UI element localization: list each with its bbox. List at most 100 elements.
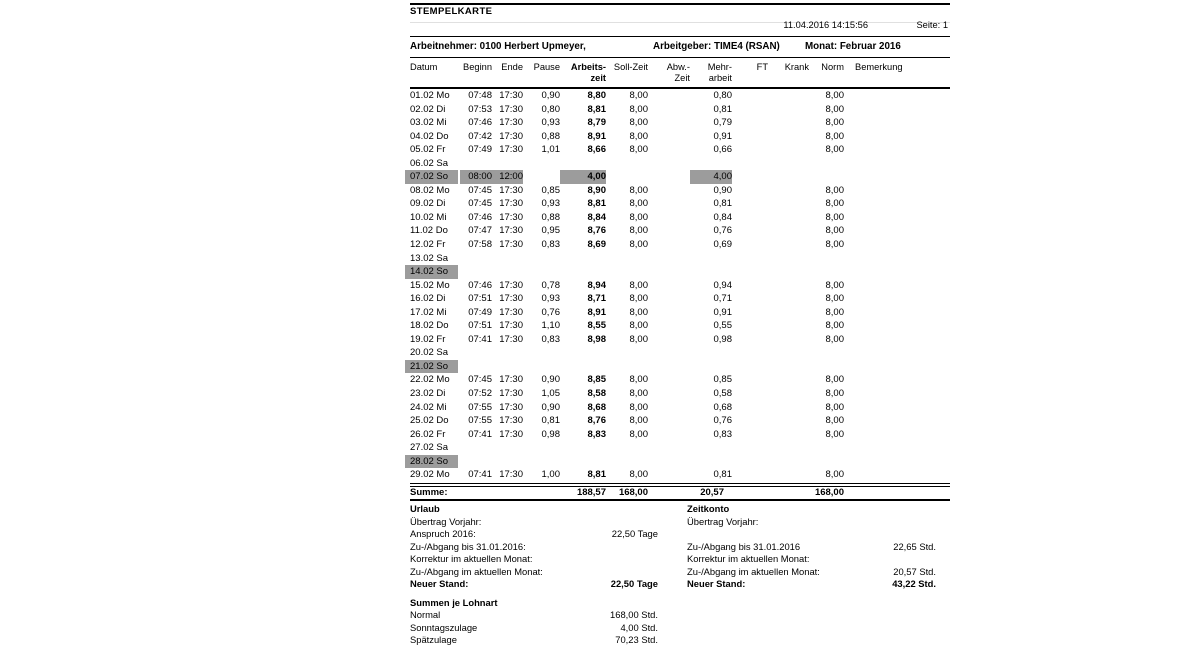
cell-beginn: 07:55 bbox=[468, 415, 492, 427]
cell-krank bbox=[768, 238, 809, 252]
cell-bemerkung bbox=[844, 197, 950, 211]
cell-ende: 17:30 bbox=[499, 239, 523, 251]
cell-sollzeit: 8,00 bbox=[629, 225, 649, 237]
cell-datum: 22.02 Mo bbox=[410, 374, 450, 386]
cell-sollzeit: 8,00 bbox=[629, 211, 649, 223]
cell-sollzeit bbox=[606, 360, 648, 374]
lohnart-label: Normal bbox=[410, 609, 441, 621]
cell-ft bbox=[732, 360, 768, 374]
cell-bemerkung bbox=[844, 333, 950, 347]
urlaub-row: Anspruch 2016: 22,50 Tage bbox=[410, 528, 658, 541]
cell-mehrarbeit bbox=[690, 265, 732, 279]
cell-krank bbox=[768, 292, 809, 306]
cell-arbeitszeit: 8,76 bbox=[587, 225, 607, 237]
table-row: 01.02 Mo 07:48 17:30 0,90 8,80 8,00 0,80 8,00 bbox=[410, 89, 950, 103]
cell-ende: 17:30 bbox=[499, 306, 523, 318]
employer-label: Arbeitgeber: TIME4 (RSAN) bbox=[653, 41, 780, 52]
cell-datum: 18.02 Do bbox=[410, 320, 449, 332]
cell-arbeitszeit: 8,58 bbox=[587, 388, 607, 400]
cell-norm: 8,00 bbox=[825, 184, 845, 196]
urlaub-label: Übertrag Vorjahr: bbox=[410, 515, 482, 527]
cell-ft bbox=[732, 468, 768, 482]
cell-ende: 17:30 bbox=[499, 374, 523, 386]
employee-label: Arbeitnehmer: 0100 Herbert Upmeyer, bbox=[410, 41, 586, 52]
cell-krank bbox=[768, 306, 809, 320]
cell-krank bbox=[768, 116, 809, 130]
table-row: 22.02 Mo 07:45 17:30 0,90 8,85 8,00 0,85 8,00 bbox=[410, 373, 950, 387]
cell-datum: 12.02 Fr bbox=[410, 239, 446, 251]
cell-arbeitszeit: 8,69 bbox=[587, 239, 607, 251]
cell-sollzeit bbox=[606, 346, 648, 360]
cell-abwzeit bbox=[648, 428, 690, 442]
cell-pause: 0,98 bbox=[541, 428, 561, 440]
cell-beginn: 07:41 bbox=[468, 469, 492, 481]
cell-arbeitszeit: 8,55 bbox=[587, 320, 607, 332]
cell-sollzeit: 8,00 bbox=[629, 469, 649, 481]
cell-norm bbox=[809, 265, 844, 279]
cell-beginn: 07:51 bbox=[468, 293, 492, 305]
cell-ft bbox=[732, 197, 768, 211]
table-row: 27.02 Sa bbox=[410, 441, 950, 455]
cell-norm bbox=[809, 170, 844, 184]
cell-norm: 8,00 bbox=[825, 293, 845, 305]
cell-datum: 25.02 Do bbox=[410, 415, 449, 427]
cell-arbeitszeit: 8,68 bbox=[587, 401, 607, 413]
cell-beginn: 07:52 bbox=[468, 388, 492, 400]
table-row: 02.02 Di 07:53 17:30 0,80 8,81 8,00 0,81 8,00 bbox=[410, 103, 950, 117]
zeitkonto-row: Korrektur im aktuellen Monat: bbox=[687, 553, 936, 566]
cell-bemerkung bbox=[844, 238, 950, 252]
cell-datum: 27.02 Sa bbox=[410, 442, 449, 454]
cell-mehrarbeit: 0,91 bbox=[713, 130, 733, 142]
cell-abwzeit bbox=[648, 116, 690, 130]
cell-pause bbox=[523, 252, 560, 266]
cell-mehrarbeit: 0,69 bbox=[713, 239, 733, 251]
cell-pause bbox=[523, 157, 560, 171]
column-header-sollzeit: Soll-Zeit bbox=[613, 62, 648, 72]
cell-sollzeit: 8,00 bbox=[629, 428, 649, 440]
cell-sollzeit bbox=[606, 265, 648, 279]
cell-ende: 17:30 bbox=[499, 184, 523, 196]
cell-abwzeit bbox=[648, 292, 690, 306]
cell-ft bbox=[732, 387, 768, 401]
column-header-krank: Krank bbox=[784, 62, 809, 72]
cell-datum: 16.02 Di bbox=[410, 293, 446, 305]
cell-ende: 17:30 bbox=[499, 333, 523, 345]
cell-norm bbox=[809, 441, 844, 455]
cell-ft bbox=[732, 265, 768, 279]
cell-sollzeit: 8,00 bbox=[629, 293, 649, 305]
cell-arbeitszeit bbox=[560, 360, 606, 374]
table-row: 18.02 Do 07:51 17:30 1,10 8,55 8,00 0,55 8,00 bbox=[410, 319, 950, 333]
table-row: 20.02 Sa bbox=[410, 346, 950, 360]
cell-datum: 01.02 Mo bbox=[410, 90, 450, 101]
cell-sollzeit bbox=[606, 170, 648, 184]
cell-ft bbox=[732, 428, 768, 442]
table-row: 07.02 So 08:00 12:00 4,00 4,00 bbox=[405, 170, 950, 184]
cell-beginn: 07:46 bbox=[468, 117, 492, 129]
zeitkonto-label: Zu-/Abgang im aktuellen Monat: bbox=[687, 565, 820, 577]
cell-ft bbox=[732, 292, 768, 306]
cell-krank bbox=[768, 279, 809, 293]
cell-arbeitszeit: 8,84 bbox=[587, 211, 607, 223]
table-row: 29.02 Mo 07:41 17:30 1,00 8,81 8,00 0,81 8,00 bbox=[410, 468, 950, 482]
summe-cell-bemerkung bbox=[844, 487, 950, 500]
summe-cell-datum: Summe: bbox=[410, 486, 448, 498]
cell-ende: 17:30 bbox=[499, 103, 523, 115]
lohnart-value: 168,00 Std. bbox=[610, 609, 658, 621]
table-row: 17.02 Mi 07:49 17:30 0,76 8,91 8,00 0,91 8,00 bbox=[410, 306, 950, 320]
cell-krank bbox=[768, 103, 809, 117]
cell-sollzeit: 8,00 bbox=[629, 117, 649, 129]
cell-ft bbox=[732, 184, 768, 198]
cell-abwzeit bbox=[648, 265, 690, 279]
cell-abwzeit bbox=[648, 238, 690, 252]
print-meta-row: 11.04.2016 14:15:56 Seite: 1 bbox=[410, 19, 950, 31]
zeitkonto-row: Übertrag Vorjahr: bbox=[687, 516, 936, 529]
column-header-mehrarbeit: Mehr-arbeit bbox=[707, 62, 732, 83]
cell-krank bbox=[768, 360, 809, 374]
cell-pause: 0,93 bbox=[541, 117, 561, 129]
cell-ende: 17:30 bbox=[499, 469, 523, 481]
cell-beginn bbox=[460, 157, 492, 171]
table-row: 05.02 Fr 07:49 17:30 1,01 8,66 8,00 0,66 8,00 bbox=[410, 143, 950, 157]
cell-pause bbox=[523, 170, 560, 184]
cell-arbeitszeit: 8,90 bbox=[587, 184, 607, 196]
